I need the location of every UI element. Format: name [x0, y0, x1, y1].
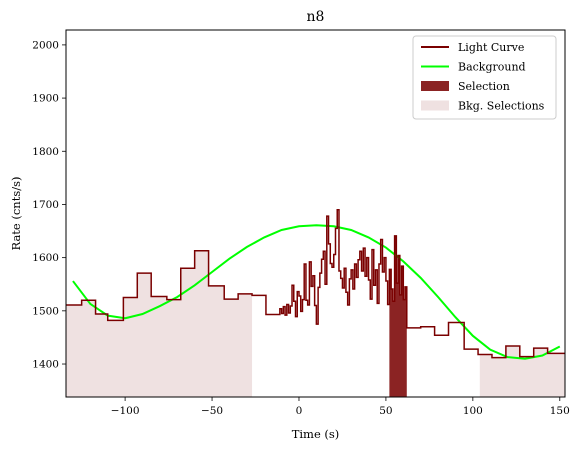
bkg-selection-region-1 — [66, 250, 253, 397]
x-axis-ticks: −100 −50 0 50 100 150 — [111, 397, 570, 417]
y-tick-label: 1900 — [32, 93, 59, 105]
legend: Light Curve Background Selection Bkg. Selec… — [412, 35, 557, 120]
legend-label: Background — [458, 61, 526, 74]
y-tick-label: 1700 — [32, 199, 59, 211]
bkg-selection-region-2 — [479, 345, 565, 397]
plot-frame — [65, 29, 566, 398]
selection-layer — [389, 235, 407, 397]
x-tick-label: 100 — [463, 405, 483, 417]
legend-label: Selection — [458, 80, 510, 93]
y-tick-label: 1500 — [32, 305, 59, 317]
y-axis-label: Rate (cnts/s) — [9, 177, 23, 251]
x-tick-label: 50 — [379, 405, 392, 417]
y-tick-label: 2000 — [32, 39, 59, 51]
x-tick-label: 0 — [296, 405, 303, 417]
legend-box — [412, 35, 557, 120]
bkg-selection-layer — [66, 250, 565, 397]
legend-label: Bkg. Selections — [458, 100, 545, 113]
plot-area — [65, 29, 566, 398]
x-tick-label: −100 — [111, 405, 140, 417]
y-tick-label: 1800 — [32, 146, 59, 158]
light-curve — [66, 209, 565, 359]
legend-swatch — [421, 81, 449, 91]
y-tick-label: 1400 — [32, 359, 59, 371]
legend-swatch — [421, 100, 449, 111]
selection-region — [389, 235, 407, 397]
background-curve — [72, 224, 561, 360]
x-axis-label: Time (s) — [292, 427, 340, 441]
y-axis-ticks: 1400 1500 1600 1700 1800 1900 2000 — [32, 39, 66, 371]
x-tick-label: −50 — [201, 405, 223, 417]
light-curve-layer — [66, 209, 565, 359]
legend-label: Light Curve — [458, 41, 524, 54]
y-tick-label: 1600 — [32, 252, 59, 264]
x-tick-label: 150 — [550, 405, 570, 417]
background-layer — [72, 224, 561, 360]
chart-title: n8 — [307, 9, 325, 25]
